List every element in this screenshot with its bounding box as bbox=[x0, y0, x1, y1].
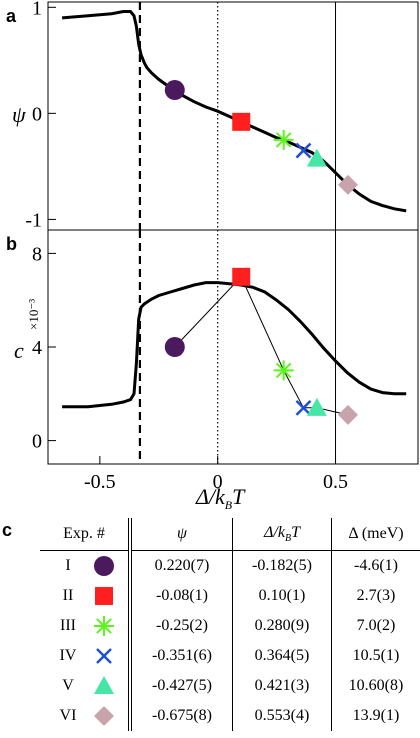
panel-b-letter: b bbox=[6, 234, 17, 254]
y-tick-label: 1 bbox=[32, 0, 42, 19]
x-tick-label: -0.5 bbox=[84, 471, 116, 493]
cell-delta-kt: 0.364(5) bbox=[232, 641, 332, 671]
data-point-v bbox=[306, 397, 327, 416]
panel-b-frame bbox=[47, 229, 419, 465]
star-marker-icon bbox=[94, 616, 114, 636]
exp-id: I bbox=[65, 556, 71, 574]
panel-b-vertical-lines bbox=[138, 230, 337, 464]
y-tick-label: 0 bbox=[32, 431, 42, 453]
panel-a: a ψ 1 0 -1 bbox=[6, 0, 419, 231]
panel-a-y-ticks: 1 0 -1 bbox=[25, 0, 56, 231]
data-point-ii bbox=[232, 267, 251, 286]
cell-exp: II bbox=[40, 581, 132, 611]
panel-a-ylabel: ψ bbox=[12, 102, 26, 127]
exp-id: VI bbox=[59, 706, 77, 724]
diamond-marker-icon bbox=[94, 706, 114, 726]
data-point-iii bbox=[273, 360, 294, 381]
star-marker-icon bbox=[94, 616, 114, 636]
data-point-i bbox=[164, 337, 185, 357]
header-psi: ψ bbox=[130, 518, 233, 551]
table-row: III -0.25(2) 0.280(9) 7.0(2) bbox=[40, 611, 420, 641]
header-delta-kt: Δ/kBT bbox=[232, 518, 332, 551]
panel-b-yunit: ×10⁻³ bbox=[26, 299, 41, 330]
cell-exp: I bbox=[40, 550, 132, 581]
y-tick-label: 8 bbox=[32, 243, 42, 265]
panel-a-curve bbox=[61, 10, 407, 213]
x-axis-label: Δ/kBT bbox=[195, 484, 246, 512]
cell-exp: IV bbox=[40, 641, 132, 671]
cell-psi: 0.220(7) bbox=[130, 550, 233, 581]
data-point-vi bbox=[338, 404, 359, 425]
table-row: V -0.427(5) 0.421(3) 10.60(8) bbox=[40, 671, 420, 701]
x-axis-label-end: T bbox=[232, 484, 246, 509]
cell-psi: -0.675(8) bbox=[130, 701, 233, 731]
experiment-table: Exp. # ψ Δ/kBT Δ (meV) I 0.220(7) -0.182(5… bbox=[40, 518, 420, 731]
data-point-iv bbox=[295, 399, 312, 416]
panel-c-letter: c bbox=[2, 520, 13, 540]
cell-delta-mev: 10.5(1) bbox=[352, 647, 400, 664]
table-row: VI -0.675(8) 0.553(4) 13.9(1) bbox=[40, 701, 420, 731]
square-marker-icon bbox=[95, 587, 113, 605]
cell-exp: V bbox=[40, 671, 132, 701]
cell-delta-mev: 13.9(1) bbox=[352, 707, 400, 724]
panel-b-curve bbox=[62, 281, 407, 409]
cell-delta-kt: 0.280(9) bbox=[232, 611, 332, 641]
cell-delta-mev: -4.6(1) bbox=[354, 557, 398, 574]
diamond-marker-icon bbox=[94, 706, 114, 726]
exp-id: V bbox=[62, 676, 74, 694]
panel-b-y-ticks: 0 4 8 bbox=[32, 243, 56, 453]
cell-psi: -0.427(5) bbox=[130, 671, 233, 701]
table-row: I 0.220(7) -0.182(5) -4.6(1) bbox=[40, 550, 420, 581]
cell-delta-mev: 2.7(3) bbox=[356, 587, 396, 604]
x-axis-label-main: Δ/k bbox=[195, 484, 226, 509]
cross-marker-icon bbox=[96, 648, 112, 664]
y-tick-label: 0 bbox=[32, 103, 42, 125]
cell-psi: -0.25(2) bbox=[130, 611, 233, 641]
panel-a-letter: a bbox=[6, 6, 17, 26]
experiment-table-section: c Exp. # ψ Δ/kBT Δ (meV) I 0.220(7) -0.182… bbox=[0, 516, 420, 738]
cell-delta-mev: 7.0(2) bbox=[356, 617, 396, 634]
exp-id: III bbox=[60, 616, 76, 634]
panel-a-points bbox=[164, 80, 359, 195]
exp-id: II bbox=[62, 586, 74, 604]
panel-a-vertical-lines bbox=[138, 2, 337, 230]
data-point-vi bbox=[338, 174, 359, 195]
triangle-marker-icon bbox=[94, 676, 114, 694]
data-point-iv bbox=[295, 142, 312, 159]
cell-delta-kt: 0.553(4) bbox=[232, 701, 332, 731]
triangle-marker-icon bbox=[94, 676, 114, 694]
header-delta-mev: Δ (meV) bbox=[331, 518, 420, 551]
circle-marker-icon bbox=[94, 556, 114, 576]
cell-delta-kt: 0.421(3) bbox=[232, 671, 332, 701]
cross-marker-icon bbox=[96, 648, 112, 664]
data-point-i bbox=[164, 80, 185, 101]
exp-id: IV bbox=[59, 646, 77, 664]
cell-delta-kt: -0.182(5) bbox=[232, 550, 332, 581]
data-point-v bbox=[306, 148, 327, 167]
panel-b-ylabel: c bbox=[14, 338, 24, 363]
cell-exp: VI bbox=[40, 701, 132, 731]
y-tick-label: 4 bbox=[32, 337, 42, 359]
panel-b-points bbox=[164, 267, 359, 425]
figure-panels-ab: a ψ 1 0 -1 b c ×10⁻³ 0 4 8 -0.5 0 0.5 Δ/kBT bbox=[6, 0, 419, 512]
table-row: IV -0.351(6) 0.364(5) 10.5(1) bbox=[40, 641, 420, 671]
x-tick-label: 0 bbox=[213, 471, 223, 493]
data-point-ii bbox=[232, 112, 251, 131]
cell-psi: -0.08(1) bbox=[130, 581, 233, 611]
cell-delta-mev: 10.60(8) bbox=[348, 677, 404, 694]
square-marker-icon bbox=[95, 587, 113, 605]
cell-psi: -0.351(6) bbox=[130, 641, 233, 671]
header-exp: Exp. # bbox=[40, 518, 132, 551]
panel-b: b c ×10⁻³ 0 4 8 -0.5 0 0.5 Δ/kBT bbox=[6, 229, 419, 512]
y-tick-label: -1 bbox=[25, 209, 42, 231]
circle-marker-icon bbox=[94, 556, 114, 576]
cell-exp: III bbox=[40, 611, 132, 641]
cell-delta-kt: 0.10(1) bbox=[232, 581, 332, 611]
x-axis-label-sub: B bbox=[225, 498, 233, 512]
x-tick-label: 0.5 bbox=[323, 471, 348, 493]
table-row: II -0.08(1) 0.10(1) 2.7(3) bbox=[40, 581, 420, 611]
table-header-row: Exp. # ψ Δ/kBT Δ (meV) bbox=[40, 518, 420, 551]
data-point-iii bbox=[273, 129, 294, 150]
panel-b-x-ticks: -0.5 0 0.5 bbox=[84, 456, 348, 493]
